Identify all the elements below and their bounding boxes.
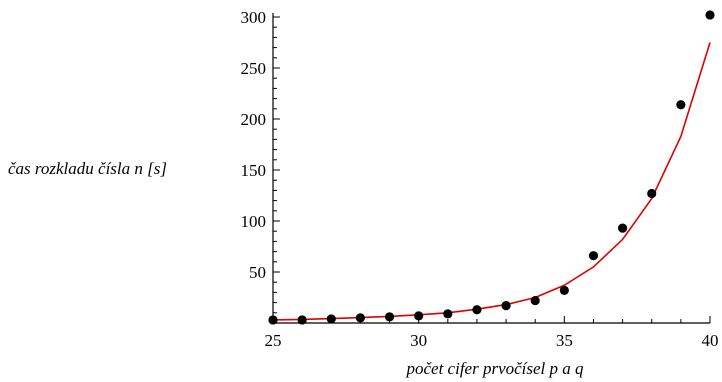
y-tick-label: 150 <box>241 161 267 180</box>
x-ticks: 25 30 35 40 <box>265 331 719 350</box>
y-tick-label: 200 <box>241 110 267 129</box>
y-tick-label: 100 <box>241 212 267 231</box>
data-point <box>268 315 278 325</box>
y-axis-label: čas rozkladu čísla n [s] <box>8 159 167 178</box>
data-point <box>443 309 453 319</box>
data-point <box>588 251 599 261</box>
data-point <box>414 311 424 321</box>
data-point <box>647 188 657 199</box>
y-tick-label: 250 <box>241 59 267 78</box>
data-point <box>326 314 336 324</box>
x-axis-label: počet cifer prvočísel p a q <box>405 359 584 378</box>
data-point <box>676 100 686 110</box>
y-ticks: 50 100 150 200 250 300 <box>241 8 267 282</box>
data-point <box>472 305 482 315</box>
data-points <box>268 10 715 325</box>
x-tick-label: 25 <box>265 331 282 350</box>
axes <box>272 13 711 324</box>
data-point <box>618 223 628 233</box>
data-point <box>384 312 395 322</box>
data-point <box>501 301 511 311</box>
data-point <box>530 295 540 306</box>
y-tick-label: 50 <box>249 263 266 282</box>
data-point <box>705 10 715 20</box>
data-point <box>297 315 307 325</box>
y-tick-label: 300 <box>241 8 267 27</box>
data-point <box>355 313 365 323</box>
x-tick-label: 35 <box>556 331 573 350</box>
x-tick-label: 40 <box>702 331 719 350</box>
x-tick-label: 30 <box>410 331 427 350</box>
fit-curve <box>272 42 711 321</box>
data-point <box>559 285 569 295</box>
